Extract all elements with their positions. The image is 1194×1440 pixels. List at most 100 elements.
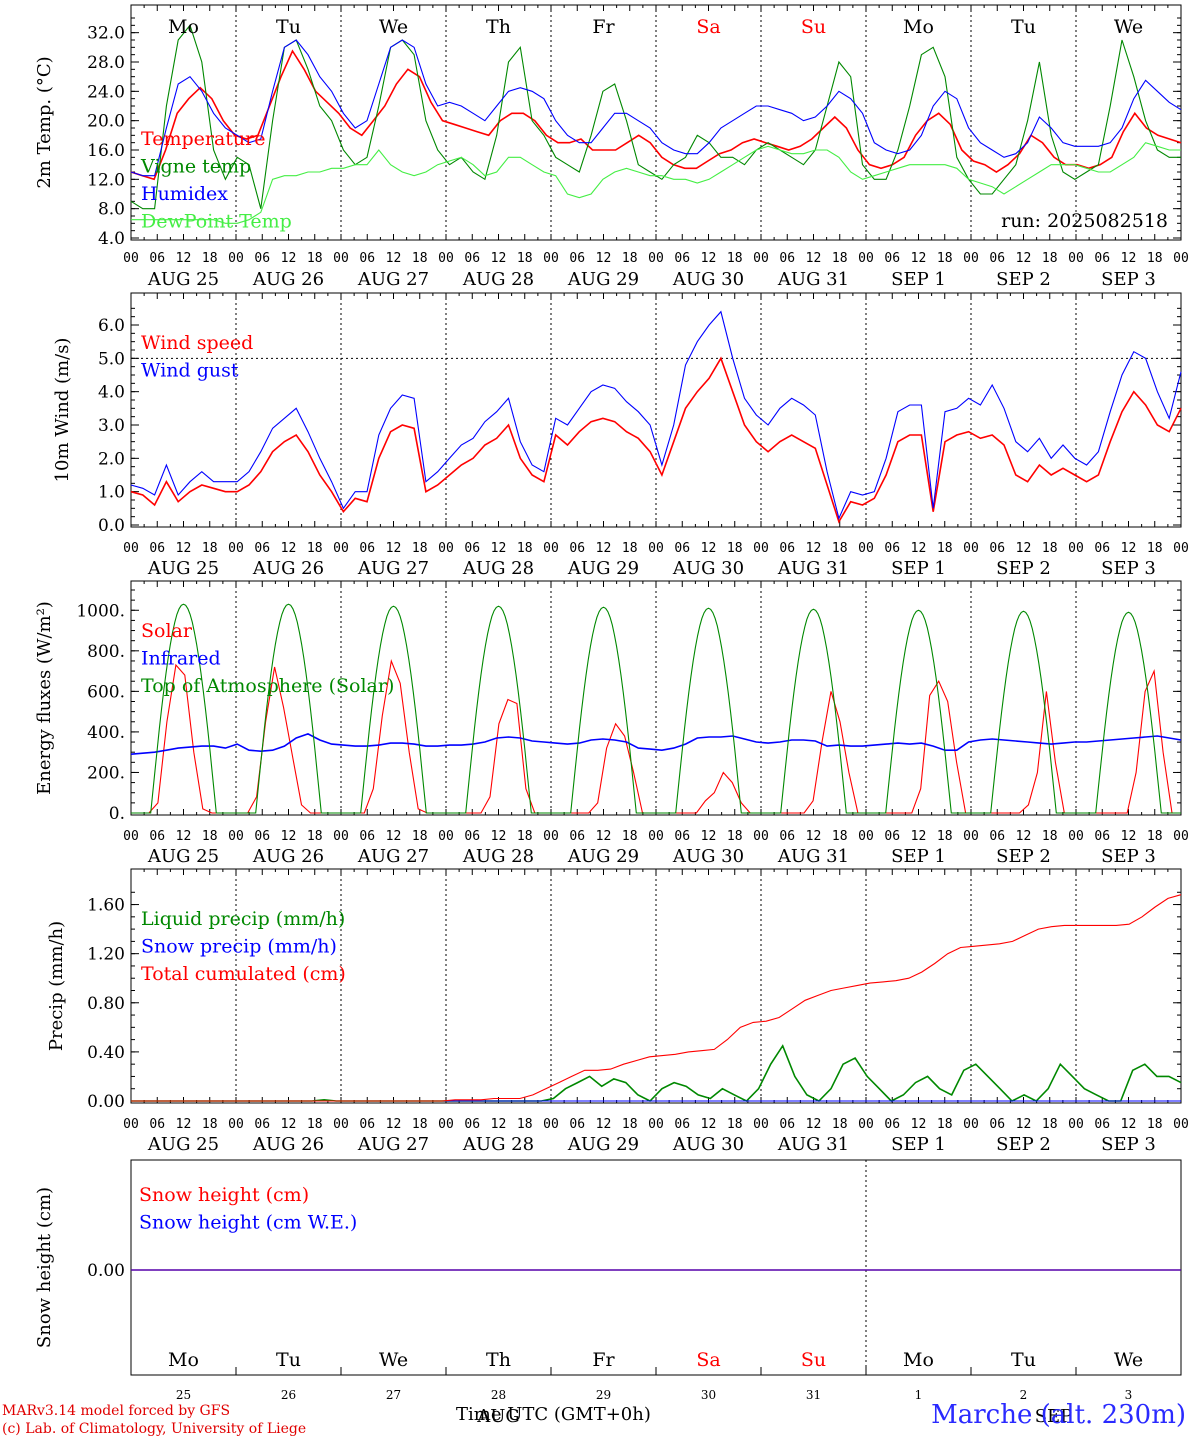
weekday-label-top: Su [801,16,826,38]
date-label: AUG 29 [567,846,639,867]
y-tick-label: 3.0 [98,416,125,436]
hour-tick-label: 00 [1173,1117,1189,1132]
legend-entry: Vigne temp [140,156,251,178]
date-label: SEP 3 [1101,269,1156,290]
hour-tick-label: 12 [1121,1117,1137,1132]
hour-tick-label: 00 [753,251,769,266]
hour-tick-label: 00 [123,829,139,844]
hour-tick-label: 00 [648,251,664,266]
hour-tick-label: 06 [254,829,270,844]
hour-tick-label: 00 [963,251,979,266]
y-tick-label: 1.20 [87,945,125,965]
day-number-label: 3 [1125,1388,1133,1402]
hour-tick-label: 00 [543,829,559,844]
hour-tick-label: 06 [674,829,690,844]
hour-tick-label: 00 [1068,1117,1084,1132]
y-tick-label: 0.0 [98,516,125,536]
date-label: AUG 25 [147,1134,219,1155]
hour-tick-label: 06 [149,251,165,266]
hour-tick-label: 18 [727,541,743,556]
hour-tick-label: 12 [701,251,717,266]
hour-tick-label: 12 [491,251,507,266]
panel-3 [130,580,1182,816]
hour-tick-label: 06 [569,251,585,266]
legend-entry: Solar [141,620,193,642]
y-axis-label: 10m Wind (m/s) [52,338,73,483]
day-number-label: 26 [281,1388,296,1402]
weekday-label-bottom: We [379,1349,408,1371]
hour-tick-label: 00 [333,829,349,844]
legend-entry: Liquid precip (mm/h) [141,908,345,930]
y-tick-label: 1000. [76,601,125,621]
hour-tick-label: 00 [543,541,559,556]
hour-tick-label: 00 [333,251,349,266]
weekday-label-bottom: Tu [1011,1349,1036,1371]
hour-tick-label: 06 [359,251,375,266]
hour-tick-label: 18 [307,541,323,556]
hour-tick-label: 00 [438,1117,454,1132]
day-number-label: 27 [386,1388,401,1402]
hour-tick-label: 00 [333,541,349,556]
hour-tick-label: 18 [622,541,638,556]
date-label: AUG 28 [462,1134,534,1155]
hour-tick-label: 06 [359,541,375,556]
day-number-label: 28 [491,1388,506,1402]
y-tick-label: 0.80 [87,994,125,1014]
hour-tick-label: 00 [753,1117,769,1132]
hour-tick-label: 18 [202,1117,218,1132]
credits: MARv3.14 model forced by GFS (c) Lab. of… [2,1402,306,1438]
date-label: AUG 27 [357,269,429,290]
day-number-label: 2 [1020,1388,1028,1402]
hour-tick-label: 12 [386,1117,402,1132]
hour-tick-label: 12 [1016,541,1032,556]
hour-tick-label: 00 [963,1117,979,1132]
y-tick-label: 800. [87,642,125,662]
hour-tick-label: 06 [989,1117,1005,1132]
day-number-label: 31 [806,1388,821,1402]
hour-tick-label: 12 [806,541,822,556]
hour-tick-label: 06 [779,1117,795,1132]
weekday-label-bottom: Su [801,1349,826,1371]
hour-tick-label: 18 [832,829,848,844]
weekday-label-bottom: We [1114,1349,1143,1371]
weekday-label-bottom: Mo [168,1349,199,1371]
hour-tick-label: 12 [1016,829,1032,844]
panel-5 [130,1159,1182,1376]
hour-tick-label: 18 [1042,541,1058,556]
weekday-label-top: Mo [903,16,934,38]
date-label: AUG 29 [567,269,639,290]
date-label: AUG 29 [567,1134,639,1155]
y-tick-label: 28.0 [87,53,125,73]
hour-tick-label: 18 [517,829,533,844]
hour-tick-label: 06 [464,251,480,266]
hour-tick-label: 06 [779,251,795,266]
weekday-label-bottom: Fr [592,1349,615,1371]
location-label: Marche (alt. 230m) [931,1400,1186,1430]
hour-tick-label: 00 [1173,251,1189,266]
hour-tick-label: 18 [1042,1117,1058,1132]
hour-tick-label: 06 [569,1117,585,1132]
y-tick-label: 20.0 [87,112,125,132]
hour-tick-label: 00 [963,829,979,844]
month-label: SEP [1035,1406,1073,1427]
hour-tick-label: 00 [438,829,454,844]
hour-tick-label: 06 [779,541,795,556]
legend-entry: DewPoint Temp [141,211,292,233]
date-label: SEP 2 [996,269,1051,290]
hour-tick-label: 00 [333,1117,349,1132]
hour-tick-label: 18 [727,251,743,266]
hour-tick-label: 18 [937,1117,953,1132]
weekday-label-bottom: Mo [903,1349,934,1371]
hour-tick-label: 00 [648,541,664,556]
weekday-label-top: Tu [276,16,301,38]
hour-tick-label: 00 [753,541,769,556]
y-tick-label: 4.0 [98,383,125,403]
legend-entry: Snow precip (mm/h) [141,936,337,958]
hour-tick-label: 00 [648,829,664,844]
date-label: SEP 3 [1101,1134,1156,1155]
hour-tick-label: 18 [202,541,218,556]
y-tick-label: 0.00 [87,1261,125,1281]
date-label: AUG 28 [462,558,534,579]
hour-tick-label: 06 [359,1117,375,1132]
hour-tick-label: 12 [596,829,612,844]
